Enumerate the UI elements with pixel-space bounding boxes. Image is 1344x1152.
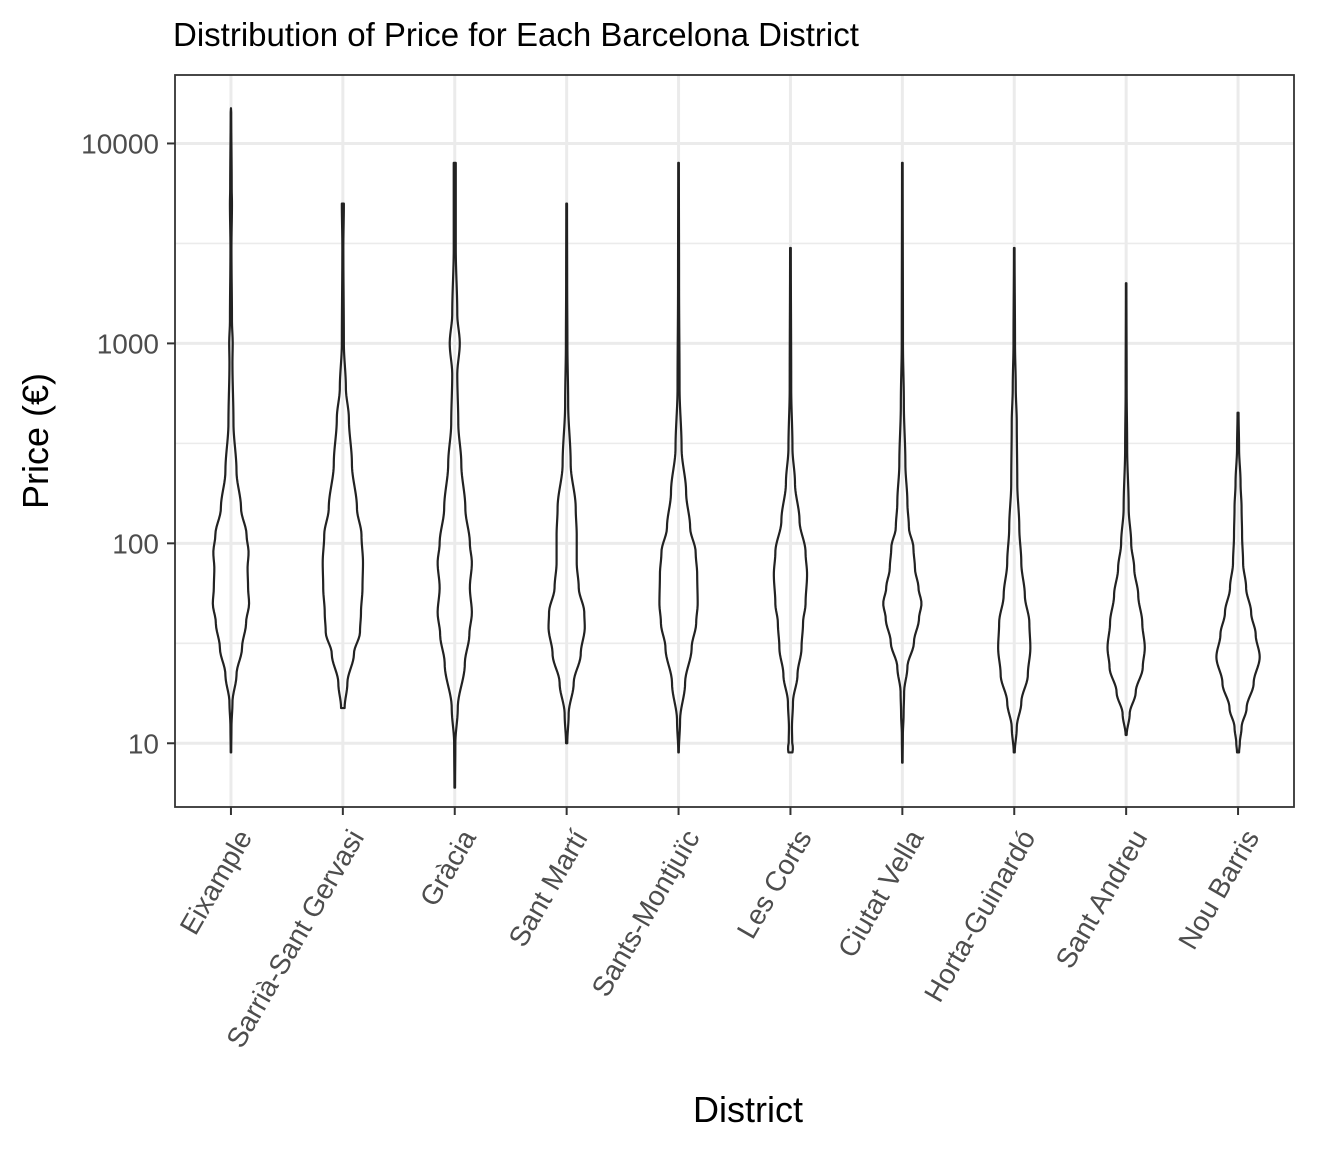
y-axis: 10 100 1000 10000 [81, 128, 175, 759]
x-tick-label: Nou Barris [1172, 825, 1265, 955]
violin-Eixample [211, 107, 251, 754]
violin-Ciutat Vella [882, 161, 923, 764]
x-tick-label: Eixample [174, 825, 258, 940]
violin-Horta-Guinardó [997, 246, 1032, 754]
x-tick-label: Horta-Guinardó [918, 825, 1041, 1008]
y-tick-label: 1000 [97, 328, 159, 359]
y-axis-title: Price (€) [15, 373, 56, 509]
y-tick-label: 10 [128, 728, 159, 759]
y-tick-label: 10000 [81, 128, 159, 159]
x-tick-label: Sants-Montjuïc [586, 825, 706, 1002]
violin-Gràcia [436, 161, 473, 789]
violins [211, 107, 1261, 789]
violin-Sant Martí [547, 202, 586, 745]
x-tick-label: Les Corts [731, 825, 818, 944]
violin-Sarrià-Sant Gervasi [321, 202, 365, 710]
plot-panel [174, 74, 1295, 808]
violin-Sants-Montjuïc [658, 161, 699, 754]
chart-title: Distribution of Price for Each Barcelona… [173, 16, 859, 53]
x-tick-label: Sant Andreu [1049, 825, 1153, 974]
x-tick-label: Gràcia [414, 824, 482, 911]
x-axis-title: District [693, 1089, 803, 1130]
violin-Les Corts [772, 246, 809, 754]
y-tick-label: 100 [112, 528, 159, 559]
x-tick-label: Ciutat Vella [832, 824, 930, 963]
violin-Sant Andreu [1106, 282, 1146, 737]
x-tick-label: Sant Martí [502, 824, 594, 952]
violin-Nou Barris [1215, 411, 1261, 754]
